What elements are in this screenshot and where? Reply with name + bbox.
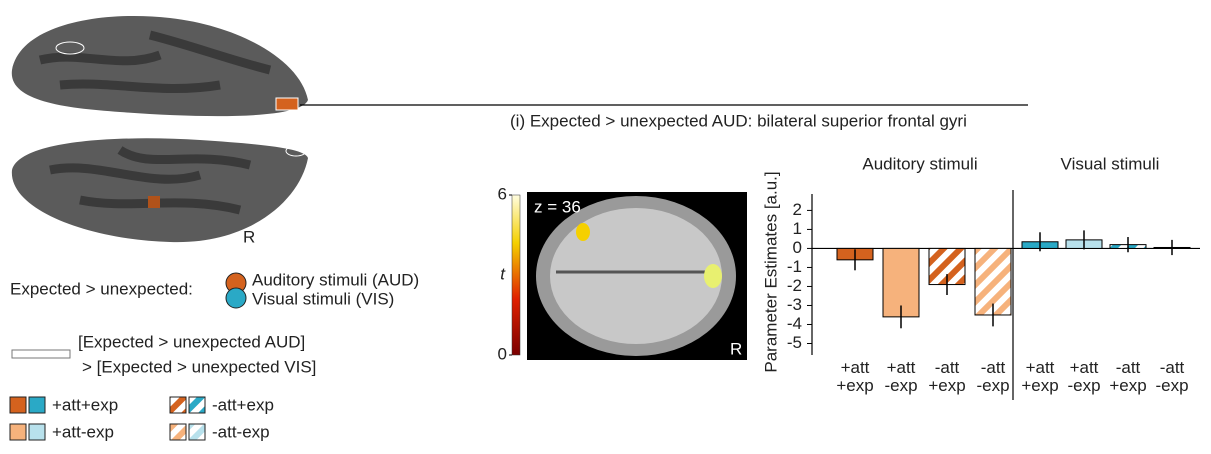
legend-label: +att+exp xyxy=(52,395,118,414)
brain-bottom xyxy=(12,138,308,242)
activation xyxy=(576,223,590,241)
x-tick-label: -att-exp xyxy=(976,358,1009,395)
colorbar-tick-label: 0 xyxy=(498,344,507,363)
legend-swatch xyxy=(189,424,205,440)
legend-swatch xyxy=(10,397,26,413)
outline-text: [Expected > unexpected AUD] xyxy=(78,332,305,351)
legend-swatch xyxy=(170,397,186,413)
legend-label: -att-exp xyxy=(212,422,270,441)
y-tick-label: -3 xyxy=(787,295,802,314)
contrast-vis: Visual stimuli (VIS) xyxy=(252,289,394,308)
colorbar xyxy=(512,195,520,355)
colorbar-tick-label: 6 xyxy=(498,184,507,203)
x-tick-label: +att+exp xyxy=(1021,358,1058,395)
group-label: Auditory stimuli xyxy=(862,154,977,173)
condition-legend: +att+exp -att+exp +att-exp -att-exp xyxy=(10,395,274,441)
x-tick-label: -att-exp xyxy=(1155,358,1188,395)
group-label: Visual stimuli xyxy=(1061,154,1160,173)
x-tick-label: +att-exp xyxy=(884,358,917,395)
contrast-label: Expected > unexpected: xyxy=(10,279,193,298)
y-axis-label: Parameter Estimates [a.u.] xyxy=(761,171,780,372)
contrast-aud: Auditory stimuli (AUD) xyxy=(252,270,419,289)
y-tick-label: -4 xyxy=(787,314,802,333)
y-tick-label: 1 xyxy=(793,219,802,238)
y-tick-label: 0 xyxy=(793,238,802,257)
x-tick-label: +att-exp xyxy=(1067,358,1100,395)
y-tick-label: 2 xyxy=(793,200,802,219)
vis-circle xyxy=(226,288,246,308)
slice-label: z = 36 xyxy=(534,197,581,216)
brain-side-label: R xyxy=(243,227,255,246)
y-tick-label: -5 xyxy=(787,333,802,352)
legend-label: +att-exp xyxy=(52,422,114,441)
legend-label: -att+exp xyxy=(212,395,274,414)
x-tick-label: -att+exp xyxy=(928,358,965,395)
x-tick-label: -att+exp xyxy=(1109,358,1146,395)
y-tick-label: -2 xyxy=(787,276,802,295)
legend-swatch xyxy=(189,397,205,413)
legend-swatch xyxy=(29,424,45,440)
brain-top xyxy=(12,16,308,116)
y-tick-label: -1 xyxy=(787,257,802,276)
panel-title: (i) Expected > unexpected AUD: bilateral… xyxy=(510,111,967,130)
x-tick-label: +att+exp xyxy=(836,358,873,395)
slice-side: R xyxy=(730,339,742,358)
activation xyxy=(704,264,722,288)
legend-swatch xyxy=(29,397,45,413)
legend-swatch xyxy=(10,424,26,440)
outline-text: > [Expected > unexpected VIS] xyxy=(82,357,316,376)
legend-swatch xyxy=(170,424,186,440)
colorbar-label: t xyxy=(500,264,506,283)
figure: R (i) Expected > unexpected AUD: bilater… xyxy=(0,0,1211,454)
slice-white-matter xyxy=(550,208,722,344)
outline-swatch xyxy=(12,350,70,358)
